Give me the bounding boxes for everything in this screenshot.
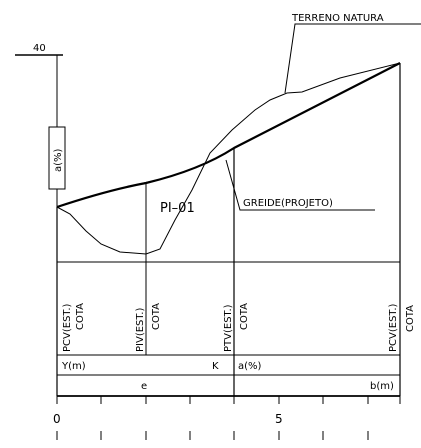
k-label: K bbox=[212, 361, 219, 372]
bm-label: b(m) bbox=[370, 381, 394, 392]
cota-label-2: COTA bbox=[151, 303, 162, 330]
pcv-right-label: PCV(EST.) bbox=[388, 303, 399, 352]
natural-terrain-line bbox=[56, 62, 401, 255]
ruler-upper-ticks bbox=[56, 396, 401, 404]
cota-label-4: COTA bbox=[405, 305, 416, 332]
piv-label: PIV(EST.) bbox=[135, 308, 146, 352]
grade-box-label: a(%) bbox=[53, 148, 64, 172]
elevation-label: 40 bbox=[33, 43, 46, 54]
pi-marker bbox=[135, 180, 155, 186]
pcv-left-label: PCV(EST.) bbox=[62, 303, 73, 352]
ruler-lower-ticks bbox=[56, 431, 369, 440]
cota-label-1: COTA bbox=[75, 303, 86, 330]
terrain-label: TERRENO NATURA bbox=[291, 13, 384, 24]
ym-label: Y(m) bbox=[61, 361, 86, 372]
design-grade-curve bbox=[56, 62, 401, 209]
pi-label: PI–01 bbox=[160, 201, 195, 216]
cota-label-3: COTA bbox=[239, 303, 250, 330]
ruler-label-5: 5 bbox=[275, 412, 283, 426]
terrain-leader-line bbox=[284, 23, 421, 94]
e-label: e bbox=[141, 381, 147, 392]
grade-pct-label: a(%) bbox=[238, 361, 262, 372]
greide-label: GREIDE(PROJETO) bbox=[243, 198, 333, 209]
ruler-label-0: 0 bbox=[53, 412, 61, 426]
ptv-label: PTV(EST.) bbox=[223, 304, 234, 352]
greide-leader-line bbox=[225, 159, 375, 211]
